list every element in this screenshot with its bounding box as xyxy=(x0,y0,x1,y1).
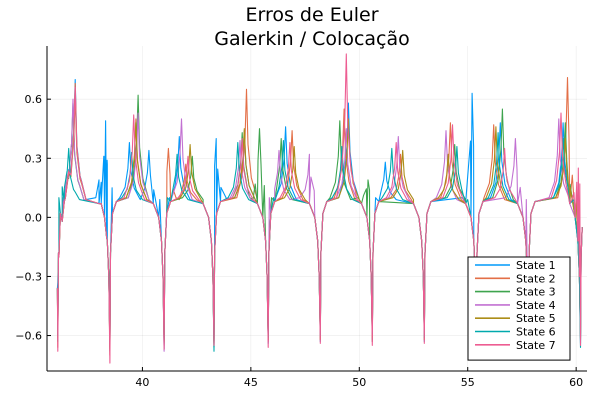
x-tick-label: 60 xyxy=(569,376,583,389)
legend-label-6: State 6 xyxy=(516,326,556,339)
legend-label-7: State 7 xyxy=(516,339,556,352)
x-tick-label: 45 xyxy=(244,376,258,389)
y-tick-label: 0.3 xyxy=(25,152,43,165)
x-tick-label: 40 xyxy=(135,376,149,389)
y-tick-label: −0.3 xyxy=(15,270,42,283)
x-tick-label: 50 xyxy=(352,376,366,389)
tick-labels: 40 45 50 55 60 −0.6 −0.3 0.0 0.3 0.6 xyxy=(15,93,583,389)
legend-label-4: State 4 xyxy=(516,299,556,312)
axes xyxy=(46,46,587,372)
legend-label-3: State 3 xyxy=(516,286,556,299)
legend-label-2: State 2 xyxy=(516,272,556,285)
legend-label-5: State 5 xyxy=(516,312,556,325)
y-tick-label: −0.6 xyxy=(15,330,42,343)
series-line-7 xyxy=(56,53,583,364)
y-tick-label: 0.6 xyxy=(25,93,43,106)
y-tick-label: 0.0 xyxy=(25,211,43,224)
plot-area xyxy=(56,53,583,364)
legend-box xyxy=(467,256,571,361)
chart-title-line1: Erros de Euler xyxy=(245,4,378,26)
legend-label-1: State 1 xyxy=(516,259,556,272)
chart-title-line2: Galerkin / Colocação xyxy=(214,28,410,50)
x-tick-label: 55 xyxy=(461,376,475,389)
